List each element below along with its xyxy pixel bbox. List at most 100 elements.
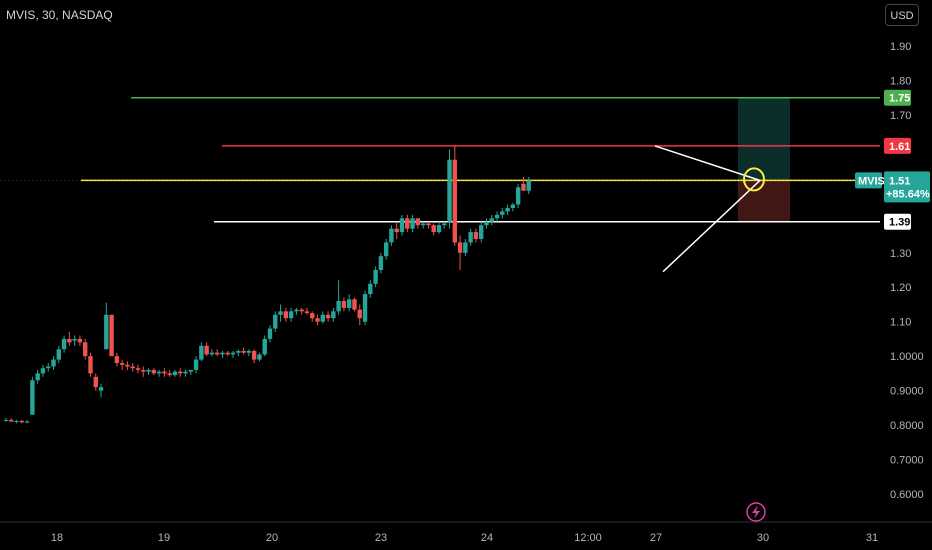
candle <box>410 218 415 229</box>
candle <box>463 242 468 253</box>
candle <box>204 345 209 355</box>
candle <box>46 366 51 369</box>
candle <box>3 419 9 421</box>
candle <box>167 373 172 376</box>
candle <box>362 294 368 322</box>
candle <box>273 314 278 329</box>
currency-button[interactable]: USD <box>885 4 919 26</box>
candle <box>40 368 46 374</box>
price-tick-label: 1.70 <box>890 110 911 122</box>
candle <box>325 314 331 319</box>
price-tick-label: 0.6000 <box>890 489 924 501</box>
candle <box>67 338 72 343</box>
candle <box>500 211 505 215</box>
candle <box>104 314 109 350</box>
candle <box>315 318 320 322</box>
candle <box>294 309 299 312</box>
time-tick-label: 12:00 <box>574 532 602 544</box>
candle <box>61 338 67 350</box>
price-tick-label: 0.9000 <box>890 386 924 398</box>
symbol-tag: MVIS <box>858 175 885 187</box>
candle <box>88 356 93 374</box>
candle <box>405 218 410 229</box>
candle <box>35 373 40 381</box>
price-tick-label: 1.0000 <box>890 351 924 363</box>
candle <box>51 359 56 367</box>
candle <box>336 301 341 312</box>
candle <box>19 420 25 423</box>
price-tag-green-bg <box>884 89 911 106</box>
price-tags: 1.75 1.61 1.39 MVIS 1.51+85.64% <box>855 89 930 230</box>
candle <box>452 159 457 243</box>
candle <box>151 369 157 374</box>
candle <box>172 371 178 376</box>
candle <box>130 366 135 369</box>
candle <box>442 223 447 226</box>
candle <box>521 183 526 191</box>
candle <box>77 338 83 343</box>
candle <box>209 352 215 355</box>
candle <box>141 369 146 372</box>
candle <box>288 311 294 319</box>
candle <box>72 338 77 341</box>
candle <box>447 159 452 222</box>
candle <box>494 214 500 219</box>
candle <box>56 349 61 360</box>
candle <box>436 225 442 233</box>
candle <box>283 311 289 319</box>
candle <box>156 371 162 374</box>
candle <box>389 228 394 243</box>
candle <box>83 342 88 357</box>
triangle-upper-line <box>654 145 761 182</box>
candle <box>30 380 35 415</box>
candle <box>125 364 130 367</box>
lightning-icon[interactable] <box>746 502 766 522</box>
price-tag-green: 1.75 <box>889 93 910 105</box>
candle <box>399 218 405 233</box>
candle <box>14 420 19 422</box>
candle <box>510 204 516 208</box>
price-tick-label: 1.80 <box>890 75 911 87</box>
time-tick-label: 19 <box>158 532 170 544</box>
candle <box>215 352 220 355</box>
candle <box>299 309 304 312</box>
candle <box>431 225 436 233</box>
candle <box>484 221 489 226</box>
price-tick-label: 0.7000 <box>890 455 924 467</box>
candle <box>162 371 167 374</box>
last-price-tag: 1.51 <box>889 175 910 187</box>
candle <box>320 314 325 322</box>
candle <box>278 311 283 315</box>
candle <box>457 242 463 253</box>
candle <box>378 256 384 270</box>
candle <box>183 371 188 374</box>
candle <box>220 352 225 355</box>
candle <box>526 180 531 191</box>
price-tag-white-bg <box>884 213 911 230</box>
candle <box>394 228 399 233</box>
price-axis: 1.901.801.701.601.501.401.301.201.101.00… <box>890 41 924 501</box>
candle <box>98 387 104 391</box>
symbol-title[interactable]: MVIS, 30, NASDAQ <box>6 8 113 22</box>
candle <box>93 376 98 388</box>
time-tick-label: 24 <box>481 532 493 544</box>
candle <box>304 311 310 314</box>
candle <box>225 352 230 355</box>
candle <box>9 419 14 422</box>
price-tag-red: 1.61 <box>889 141 910 153</box>
last-price-tag-bg <box>884 171 930 203</box>
candle <box>246 350 252 353</box>
candle <box>241 350 246 353</box>
price-tag-white: 1.39 <box>889 217 910 229</box>
price-tick-label: 1.90 <box>890 41 911 53</box>
candle <box>114 356 120 364</box>
time-tick-label: 31 <box>866 532 878 544</box>
price-tag-red-bg <box>884 137 911 154</box>
change-percent-tag: +85.64% <box>886 188 930 200</box>
candle <box>426 223 431 226</box>
candle <box>146 369 151 372</box>
candle <box>373 269 378 284</box>
candle <box>119 363 125 365</box>
triangle-pattern <box>654 145 765 273</box>
